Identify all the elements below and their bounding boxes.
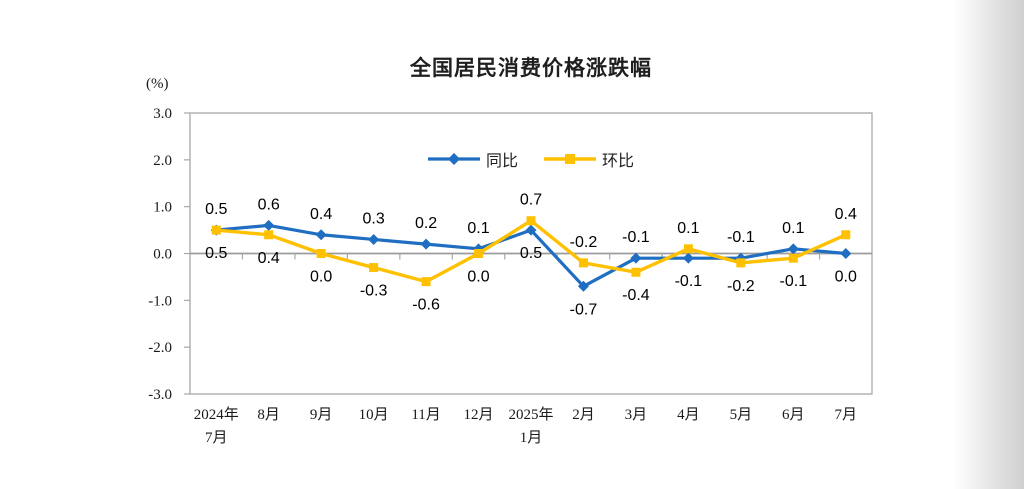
y-tick-label: 0.0 — [153, 247, 172, 263]
y-axis-unit-label: (%) — [146, 76, 169, 92]
series-marker-1 — [631, 267, 641, 277]
data-label-upper: 0.2 — [415, 215, 437, 232]
data-label-lower: -0.3 — [360, 283, 388, 300]
data-label-lower: -0.2 — [727, 278, 755, 295]
data-label-upper: 0.6 — [258, 196, 280, 213]
series-marker-0 — [577, 280, 589, 292]
data-label-lower: 0.0 — [467, 269, 489, 286]
chart-legend: 同比 环比 — [190, 147, 872, 171]
legend-item-yoy: 同比 — [427, 147, 518, 171]
x-axis-label: 6月 — [782, 407, 805, 423]
series-marker-1 — [683, 244, 693, 254]
data-label-lower: -0.4 — [622, 287, 650, 304]
data-label-upper: 0.5 — [205, 201, 227, 218]
x-axis-label: 9月 — [310, 407, 333, 423]
data-label-upper: -0.1 — [727, 229, 755, 246]
data-label-lower: 0.5 — [205, 245, 227, 262]
mom-line-marker-icon — [544, 154, 596, 164]
series-marker-0 — [420, 238, 432, 250]
y-tick-label: -3.0 — [148, 387, 172, 403]
y-tick-label: 1.0 — [153, 200, 172, 216]
series-marker-1 — [369, 263, 379, 273]
data-label-upper: 0.3 — [362, 210, 384, 227]
x-axis-label: 2024年 — [194, 406, 239, 423]
x-axis-label: 2月 — [572, 407, 595, 423]
data-label-upper: 0.1 — [467, 220, 489, 237]
data-label-lower: -0.1 — [780, 273, 808, 290]
y-tick-label: -1.0 — [148, 293, 172, 309]
x-axis-label: 11月 — [411, 407, 440, 423]
series-marker-1 — [474, 249, 484, 258]
data-label-upper: 0.1 — [677, 220, 699, 237]
series-marker-0 — [525, 224, 537, 236]
series-marker-0 — [368, 233, 380, 245]
x-axis-label: 5月 — [730, 407, 753, 423]
series-marker-1 — [211, 225, 221, 235]
data-label-lower: -0.6 — [412, 297, 440, 314]
x-axis-label: 2025年 — [508, 406, 553, 423]
series-marker-0 — [840, 248, 852, 259]
data-label-upper: 0.7 — [520, 192, 542, 209]
data-label-lower: -0.1 — [675, 273, 703, 290]
chart-title: 全国居民消费价格涨跌幅 — [410, 57, 652, 80]
x-axis-label: 7月 — [205, 430, 228, 446]
y-tick-label: -2.0 — [148, 340, 172, 356]
data-label-upper: 0.1 — [782, 220, 804, 237]
data-label-upper: 0.4 — [835, 206, 857, 223]
x-axis-label: 8月 — [257, 407, 280, 423]
series-marker-1 — [736, 258, 746, 268]
series-marker-1 — [578, 258, 588, 268]
data-label-upper: 0.4 — [310, 206, 332, 223]
series-marker-1 — [264, 230, 274, 240]
series-marker-0 — [787, 243, 799, 255]
series-marker-1 — [421, 277, 431, 287]
y-tick-label: 3.0 — [153, 106, 172, 122]
series-marker-0 — [630, 252, 642, 264]
y-tick-label: 2.0 — [153, 153, 172, 169]
x-axis-label: 10月 — [359, 407, 389, 423]
data-label-lower: -0.7 — [570, 301, 598, 318]
data-label-upper: -0.2 — [570, 234, 598, 251]
x-axis-label: 7月 — [835, 407, 858, 423]
legend-label-mom: 环比 — [602, 153, 635, 170]
series-marker-0 — [682, 252, 694, 264]
x-axis-label: 12月 — [464, 407, 494, 423]
data-label-lower: 0.4 — [258, 250, 280, 267]
data-label-lower: 0.0 — [310, 269, 332, 286]
series-marker-0 — [315, 229, 327, 241]
data-label-lower: 0.0 — [835, 269, 857, 286]
series-marker-1 — [788, 253, 798, 263]
data-label-upper: -0.1 — [622, 229, 650, 246]
series-marker-1 — [316, 249, 326, 258]
x-axis-label: 3月 — [625, 407, 648, 423]
legend-label-yoy: 同比 — [485, 153, 518, 170]
series-marker-1 — [526, 216, 536, 226]
legend-item-mom: 环比 — [544, 147, 634, 171]
x-axis-label: 4月 — [677, 407, 700, 423]
series-marker-1 — [841, 230, 851, 240]
yoy-line-marker-icon — [427, 153, 480, 165]
data-label-lower: 0.5 — [520, 245, 542, 262]
series-marker-0 — [263, 219, 275, 231]
x-axis-label: 1月 — [520, 430, 543, 446]
